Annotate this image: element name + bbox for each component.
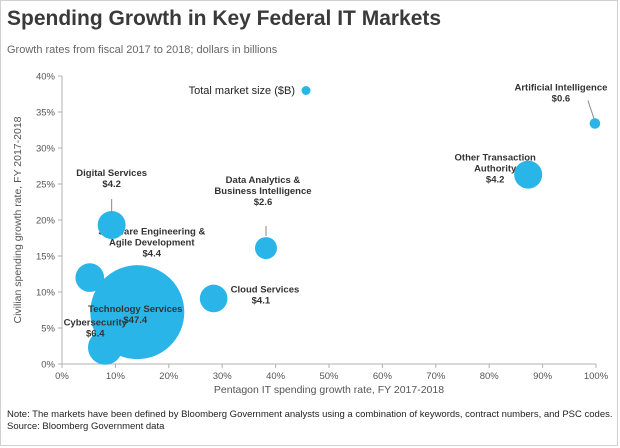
bubble-label: $47.4 (123, 315, 147, 326)
bubble-label: Other Transaction (455, 153, 536, 164)
bubble-label: Cloud Services (231, 284, 300, 295)
bubble-label: $4.4 (143, 249, 162, 260)
x-tick-label: 10% (106, 371, 126, 382)
bubble-data-analytics-business-intelligence (254, 237, 277, 260)
bubble-label: Software Engineering & (98, 227, 205, 238)
x-axis-title: Pentagon IT spending growth rate, FY 201… (214, 384, 444, 396)
bubble-label: $6.4 (86, 328, 105, 339)
bubble-label: $4.2 (486, 175, 505, 186)
note-text: Note: The markets have been defined by B… (7, 409, 613, 420)
bubble-other-transaction-authority (514, 160, 543, 189)
bubble-cloud-services (199, 284, 228, 313)
bubble-label: $4.1 (252, 295, 271, 306)
bubble-label: $0.6 (552, 94, 571, 105)
bubble-artificial-intelligence (589, 118, 601, 129)
bubble-label: Data Analytics & (226, 175, 301, 186)
x-tick-label: 90% (533, 371, 553, 382)
bubble-label: Cybersecurity (64, 317, 128, 328)
x-tick-label: 30% (213, 371, 233, 382)
chart-title: Spending Growth in Key Federal IT Market… (7, 7, 442, 30)
bubble-label: Artificial Intelligence (514, 83, 607, 94)
bubble-label: Digital Services (76, 168, 147, 179)
bubble-label: Authority (474, 164, 517, 175)
y-tick-label: 10% (36, 288, 56, 299)
bubble-digital-services (97, 211, 126, 240)
x-tick-label: 20% (159, 371, 179, 382)
bubble-label: Technology Services (88, 304, 182, 315)
y-tick-label: 5% (41, 324, 55, 335)
x-tick-label: 0% (55, 371, 69, 382)
chart-footnote: Note: The markets have been defined by B… (7, 409, 613, 433)
y-tick-label: 35% (36, 108, 56, 119)
legend-bubble (301, 86, 311, 95)
y-tick-label: 40% (36, 72, 56, 83)
x-tick-label: 40% (266, 371, 286, 382)
bubble-chart: 0% 5% 10% 15% 20% 25% 30% 35% 40% 0% 10% 20% 30% 40% 5… (12, 72, 609, 397)
y-tick-label: 20% (36, 216, 56, 227)
x-tick-label: 80% (480, 371, 500, 382)
y-tick-label: 30% (36, 144, 56, 155)
bubble-cybersecurity (87, 330, 123, 365)
bubble-label: $2.6 (254, 197, 273, 208)
x-tick-label: 70% (426, 371, 446, 382)
leader-line (587, 100, 595, 119)
x-tick-label: 60% (373, 371, 393, 382)
bubble-label: $4.2 (102, 179, 121, 190)
legend-label: Total market size ($B) (189, 85, 295, 97)
y-axis-title: Civilian spending growth rate, FY 2017-2… (12, 116, 24, 323)
bubble-software-engineering-agile-development (75, 263, 105, 292)
chart-subtitle: Growth rates from fiscal 2017 to 2018; d… (7, 44, 278, 56)
source-text: Source: Bloomberg Government data (7, 421, 165, 432)
bubble-label: Agile Development (109, 238, 195, 249)
bubble-label: Business Intelligence (214, 186, 311, 197)
y-tick-label: 15% (36, 252, 56, 263)
x-tick-label: 100% (584, 371, 609, 382)
y-tick-label: 25% (36, 180, 56, 191)
y-tick-label: 0% (41, 360, 55, 371)
x-tick-label: 50% (319, 371, 339, 382)
